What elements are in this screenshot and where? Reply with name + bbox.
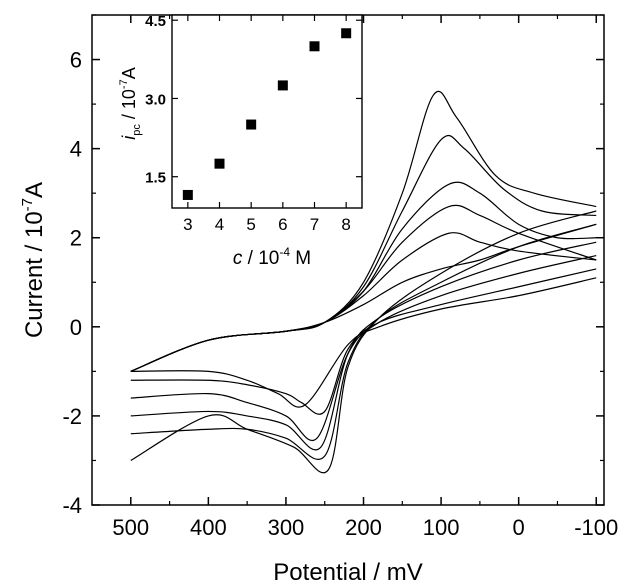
inset-y-tick-label: 1.5 bbox=[145, 170, 166, 187]
x-tick-label: 300 bbox=[268, 515, 305, 540]
y-tick-label: -4 bbox=[62, 493, 82, 518]
inset-y-tick-label: 4.5 bbox=[145, 13, 166, 30]
main-plot: 500 400 300 200 100 0 -100 -4 -2 0 2 4 6 Potential / … bbox=[19, 14, 618, 586]
x-tick-label: 100 bbox=[423, 515, 460, 540]
inset-y-tick-label: 3.0 bbox=[145, 91, 166, 108]
inset-x-tick-label: 8 bbox=[341, 215, 350, 234]
inset-data-point bbox=[277, 80, 288, 91]
x-tick-label: 0 bbox=[513, 515, 525, 540]
cv-curve-2-reverse bbox=[130, 223, 597, 460]
y-tick-label: 2 bbox=[70, 226, 82, 251]
y-tick-label: 4 bbox=[70, 137, 82, 162]
cv-curve-1-reverse bbox=[130, 210, 597, 474]
cv-curve-3-reverse bbox=[130, 241, 597, 451]
inset-data-point bbox=[309, 41, 320, 52]
inset-data-point bbox=[246, 119, 257, 130]
inset-x-tick-label: 7 bbox=[310, 215, 319, 234]
inset-data-point bbox=[214, 158, 225, 169]
inset-x-tick-label: 6 bbox=[278, 215, 287, 234]
inset-x-axis-title: c / 10-4 M bbox=[233, 245, 311, 269]
y-tick-label: 0 bbox=[70, 315, 82, 340]
inset-x-tick-label: 4 bbox=[215, 215, 224, 234]
cv-curve-5-reverse bbox=[130, 268, 597, 415]
inset-x-tick-label: 3 bbox=[183, 215, 192, 234]
cv-curve-6-reverse bbox=[130, 277, 597, 408]
inset-x-tick-label: 5 bbox=[246, 215, 255, 234]
inset-data-point bbox=[341, 28, 352, 39]
cv-curve-4-reverse bbox=[130, 254, 597, 442]
y-tick-label: 6 bbox=[70, 48, 82, 73]
cv-curve-5-forward bbox=[130, 232, 597, 372]
inset-y-axis-title: ipc / 10-7A bbox=[118, 67, 143, 139]
inset-frame bbox=[171, 14, 363, 209]
x-tick-label: 200 bbox=[345, 515, 382, 540]
x-tick-label: 500 bbox=[112, 515, 149, 540]
y-axis-title: Current / 10-7A bbox=[19, 182, 48, 338]
x-axis-title: Potential / mV bbox=[273, 559, 422, 586]
cv-curve-6-forward bbox=[130, 223, 597, 372]
inset-data-point bbox=[182, 189, 193, 200]
inset-plot: 3 4 5 6 7 8 1.5 3.0 4.5 c / 10-4 M ipc / 10-7A bbox=[118, 13, 363, 269]
x-tick-label: -100 bbox=[574, 515, 618, 540]
x-tick-label: 400 bbox=[190, 515, 227, 540]
y-tick-label: -2 bbox=[62, 404, 82, 429]
